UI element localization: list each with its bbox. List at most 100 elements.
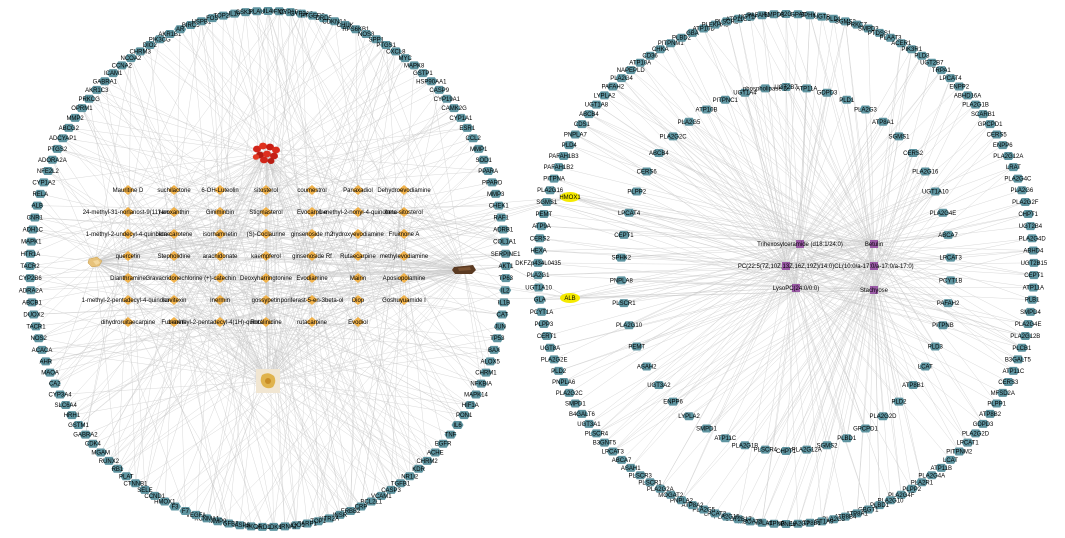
right-outer-target-node-shape [654, 484, 667, 493]
right-inner-target-node-label: PLPP2 [627, 190, 646, 196]
right-outer-target-node-shape [884, 33, 897, 42]
left-compound-node: 24-methyl-31-norlanost-9(11)-enol [83, 207, 173, 217]
left-target-node-shape [184, 20, 197, 29]
right-outer-target-node: PLA2G6 [1011, 186, 1034, 195]
right-outer-target-node-label: PEMT [536, 212, 553, 218]
right-outer-target-node-shape [634, 471, 647, 480]
right-inner-target-node-label: SMPD1 [696, 426, 717, 432]
left-target-node-shape [83, 94, 96, 103]
left-target-node: CHRNA7 [273, 522, 298, 531]
left-compound-node-label: methylevodiamine [380, 254, 429, 260]
right-outer-target-node: PLPP2 [902, 484, 922, 493]
left-compound-node: quercetin [116, 251, 140, 261]
right-outer-target-node: GPAT [790, 10, 806, 19]
left-target-node-shape [312, 517, 325, 526]
right-outer-target-node: ATP8B1 [799, 518, 822, 527]
right-outer-target-node-label: ASAH1 [621, 466, 641, 472]
right-outer-target-node-label: SMPD2 [764, 12, 785, 18]
right-inner-target-node-label: UGT1A10 [922, 190, 949, 196]
right-outer-target-node: UGT1A9 [810, 517, 834, 526]
right-inner-target-node-shape [907, 381, 920, 390]
left-target-node-label: CYP1A1 [449, 116, 473, 122]
right-outer-target-node: HEXA [530, 246, 547, 255]
right-inner-target-node-label: PLA2G2D [869, 414, 897, 420]
right-compound-node: Trihexosylceramide (d18:1/24:0) [757, 240, 843, 248]
left-compound-node: coumestrol [297, 185, 327, 195]
right-compound-node: PC(22:5(7Z,10Z,13Z,16Z,19Z)/14:0) [738, 262, 834, 270]
left-target-node-label: AKR1B1 [158, 32, 182, 38]
left-target-node-label: NQO1 [288, 523, 306, 529]
left-target-node-shape [421, 456, 434, 465]
left-target-node: HMOX1 [154, 497, 176, 506]
right-inner-target-node: ATP11C [714, 434, 737, 443]
left-compound-node-shape [306, 295, 318, 305]
right-outer-target-node-shape [532, 258, 545, 267]
right-outer-target-node: LCAT [943, 455, 958, 464]
left-target-node: SOD1 [475, 155, 492, 164]
left-target-node-shape [111, 464, 124, 473]
left-target-node-shape [429, 448, 442, 457]
left-target-node-shape [477, 155, 490, 164]
right-inner-target-node: UGT2B7 [774, 83, 798, 91]
right-inner-target-node: ASAH2 [637, 362, 657, 371]
right-compound-node-shape [792, 284, 800, 292]
left-target-node: ADCYAP1 [49, 134, 77, 143]
right-inner-target-node-label: ATP10B [696, 108, 718, 114]
left-target-node-label: VCAM1 [371, 494, 392, 500]
right-outer-target-node: SMPD4 [1020, 307, 1041, 316]
left-target-node: NOS3 [358, 29, 375, 38]
left-compound-node: Dianthramine [110, 273, 147, 283]
left-target-node-shape [389, 47, 402, 56]
right-outer-target-node: PLA2G5 [692, 505, 716, 514]
right-outer-target-node-label: PAFAH1B2 [544, 165, 575, 171]
right-outer-target-node-shape [675, 496, 688, 505]
right-outer-target-node-shape [732, 14, 745, 23]
left-compound-node-shape [398, 295, 410, 305]
right-outer-target-node: PLSCR4 [585, 429, 609, 438]
right-outer-target-node-label: SMPD4 [1020, 310, 1041, 316]
left-compound-node: Aposiopolamine [383, 273, 426, 283]
left-target-node: CYP1B1 [279, 8, 303, 17]
bridge-node: HMOX1 [559, 192, 581, 202]
left-compound-node-shape [168, 317, 180, 327]
right-outer-target-node-shape [598, 91, 611, 100]
right-outer-target-node-label: SGMS2 [835, 19, 857, 25]
left-compound-node: (+)-catechin [204, 273, 236, 283]
left-target-node-label: HSPB1 [192, 19, 212, 25]
right-outer-target-node-label: PLD1 [826, 17, 842, 23]
right-outer-target-node: PLBD2 [672, 33, 692, 42]
right-outer-target-node: CERS2 [530, 234, 550, 243]
right-outer-target-node: ATP8B2 [979, 409, 1002, 418]
left-target-node-shape [440, 94, 453, 103]
left-target-node-shape [250, 7, 263, 16]
left-target-node-shape [475, 379, 488, 388]
left-target-node: CYP2B6 [19, 274, 42, 283]
left-target-node: CAMK2G [441, 104, 467, 113]
left-target-node: PLAT [119, 472, 134, 481]
right-outer-target-node-label: MFSD2A [991, 391, 1015, 397]
left-target-node-shape [148, 491, 161, 500]
right-outer-target-node: PLSCR1 [638, 478, 662, 487]
right-inner-target-node: SPHK2 [611, 253, 632, 262]
left-compound-node-shape [260, 317, 272, 327]
left-compound-node-shape [214, 229, 226, 239]
right-outer-target-node-shape [582, 419, 595, 428]
right-outer-target-node: PLA2G4E [1015, 320, 1042, 329]
right-outer-target-node-shape [744, 12, 757, 21]
right-inner-target-node-label: PLA2G4E [930, 211, 957, 217]
left-target-node-label: TGFB1 [391, 481, 411, 487]
right-compound-node-label: CL(10:0/a-17:0/a-17:0/a-17:0) [834, 264, 913, 270]
left-target-node: PIK3CG [149, 35, 171, 44]
right-inner-target-node-shape [738, 88, 751, 97]
left-target-node-shape [499, 274, 512, 283]
left-target-node: TGFB1 [391, 479, 411, 488]
right-outer-target-node: UGT2B7 [920, 58, 944, 67]
right-outer-target-node-shape [548, 174, 561, 183]
right-inner-target-node-shape [919, 167, 932, 176]
right-outer-target-node-label: PLD3 [914, 54, 930, 60]
left-target-node-shape [134, 47, 147, 56]
right-outer-target-node-shape [1019, 198, 1032, 207]
right-outer-target-node: GDPD3 [973, 419, 994, 428]
left-target-node-label: KCNMA1 [194, 516, 220, 522]
left-target-node-shape [399, 54, 412, 63]
